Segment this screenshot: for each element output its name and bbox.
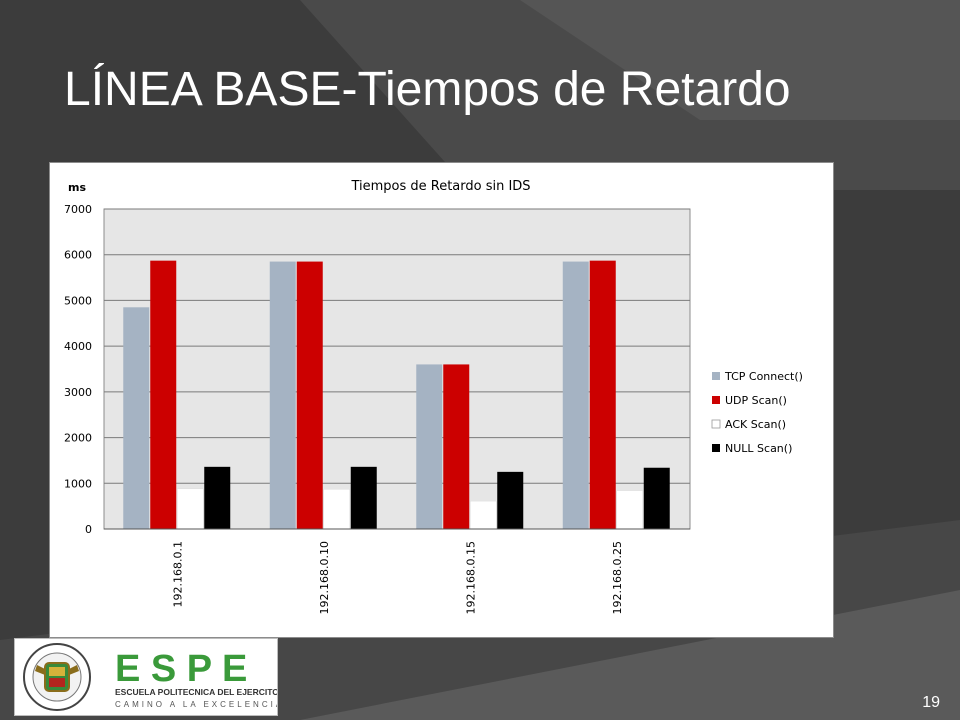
legend-label: TCP Connect() bbox=[724, 370, 803, 383]
bar bbox=[269, 261, 296, 529]
legend-swatch bbox=[712, 396, 720, 404]
bar bbox=[350, 466, 377, 529]
legend-swatch bbox=[712, 372, 720, 380]
bar bbox=[643, 467, 670, 529]
bar bbox=[150, 260, 177, 529]
logo-graphic: E S P E ESCUELA POLITECNICA DEL EJERCITO… bbox=[23, 643, 277, 711]
bar-chart: 0 1000 2000 3000 4000 5000 6000 7000 ms Tiempos d… bbox=[64, 179, 803, 614]
bar bbox=[123, 307, 150, 529]
seal-icon bbox=[23, 643, 91, 711]
y-axis-label: ms bbox=[68, 181, 86, 194]
chart-panel: 0 1000 2000 3000 4000 5000 6000 7000 ms Tiempos d… bbox=[49, 162, 834, 638]
bar bbox=[323, 488, 350, 530]
x-tick-label: 192.168.0.1 bbox=[171, 541, 184, 607]
y-tick-label: 3000 bbox=[64, 386, 92, 399]
y-tick-label: 6000 bbox=[64, 249, 92, 262]
bar bbox=[416, 364, 443, 529]
legend-label: ACK Scan() bbox=[725, 418, 786, 431]
x-tick-label: 192.168.0.15 bbox=[464, 541, 477, 614]
x-tick-label: 192.168.0.25 bbox=[611, 541, 624, 614]
x-tick-label: 192.168.0.10 bbox=[318, 541, 331, 614]
legend-swatch bbox=[711, 419, 721, 429]
bar bbox=[497, 471, 524, 529]
y-tick-label: 1000 bbox=[64, 477, 92, 490]
legend-label: UDP Scan() bbox=[725, 394, 787, 407]
chart-title: Tiempos de Retardo sin IDS bbox=[350, 179, 530, 194]
bar bbox=[562, 261, 589, 529]
legend-swatch bbox=[712, 444, 720, 452]
logo-tagline: CAMINO A LA EXCELENCIA bbox=[115, 700, 277, 709]
bar bbox=[296, 261, 323, 529]
bar bbox=[177, 488, 204, 530]
bar bbox=[589, 260, 616, 529]
y-tick-label: 2000 bbox=[64, 432, 92, 445]
slide-title: LÍNEA BASE-Tiempos de Retardo bbox=[64, 63, 791, 116]
espe-logo: E S P E ESCUELA POLITECNICA DEL EJERCITO… bbox=[14, 638, 278, 716]
logo-name: ESCUELA POLITECNICA DEL EJERCITO bbox=[115, 687, 277, 697]
y-tick-label: 7000 bbox=[64, 203, 92, 216]
page-number: 19 bbox=[922, 694, 940, 711]
bar bbox=[616, 490, 643, 530]
y-tick-label: 4000 bbox=[64, 340, 92, 353]
legend-label: NULL Scan() bbox=[725, 442, 792, 455]
y-tick-label: 5000 bbox=[64, 294, 92, 307]
bar bbox=[204, 466, 231, 529]
bar bbox=[443, 364, 470, 529]
logo-letters: E S P E bbox=[115, 648, 247, 690]
bar bbox=[470, 500, 497, 530]
y-tick-label: 0 bbox=[85, 523, 92, 536]
